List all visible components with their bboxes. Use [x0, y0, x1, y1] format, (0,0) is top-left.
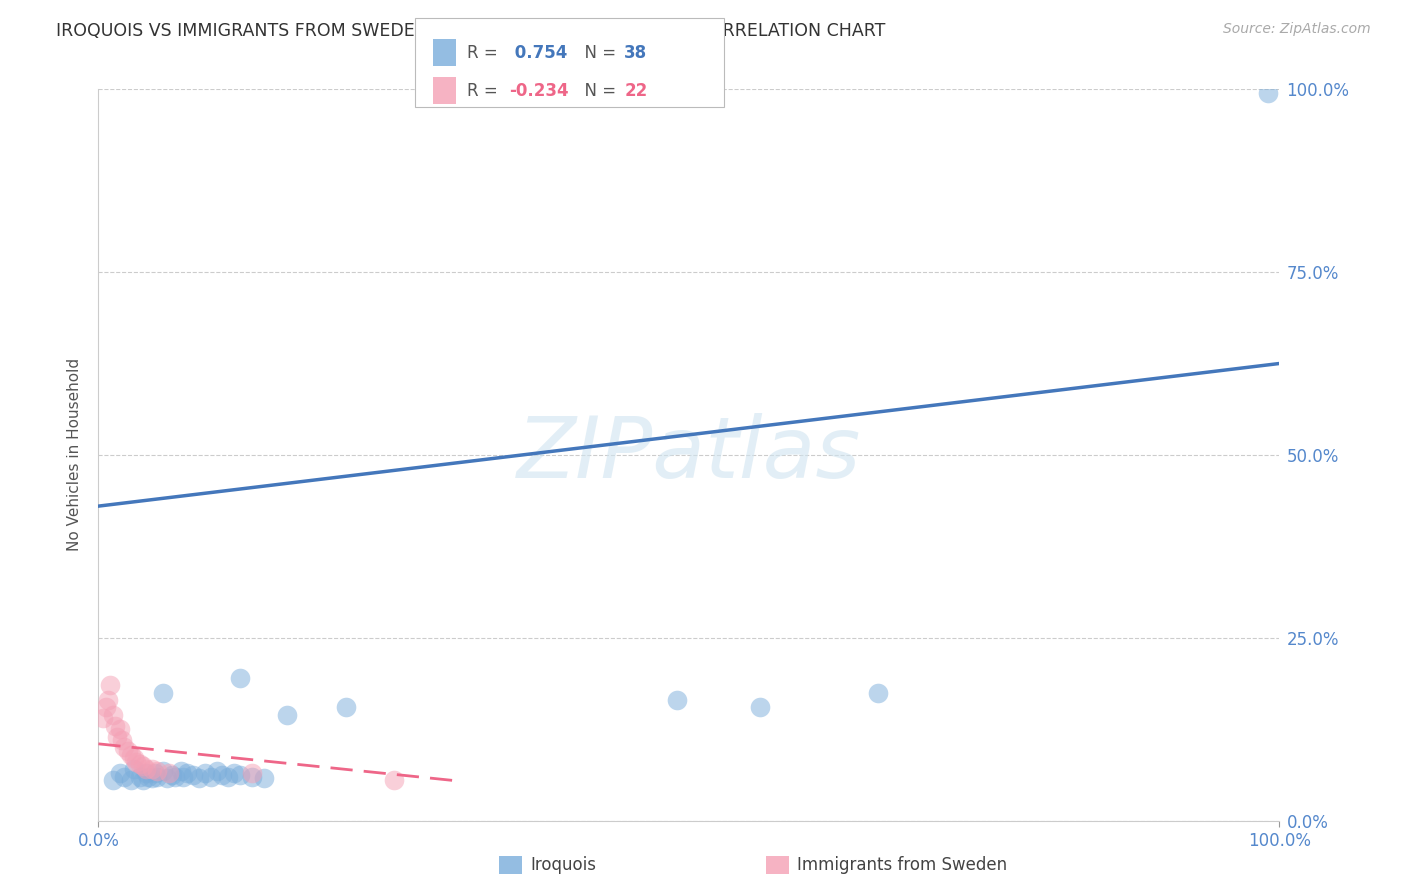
Point [108, 766, 131, 780]
Point [98, 678, 121, 692]
Point [132, 758, 155, 772]
Point [117, 744, 139, 758]
Point [187, 771, 209, 785]
Text: Immigrants from Sweden: Immigrants from Sweden [797, 856, 1007, 874]
Text: IROQUOIS VS IMMIGRANTS FROM SWEDEN NO VEHICLES IN HOUSEHOLD CORRELATION CHART: IROQUOIS VS IMMIGRANTS FROM SWEDEN NO VE… [56, 22, 886, 40]
Text: N =: N = [574, 81, 621, 100]
Text: R =: R = [467, 81, 503, 100]
Point [101, 773, 124, 788]
Point [666, 693, 689, 707]
Point [157, 766, 180, 780]
Point [111, 733, 134, 747]
Point [229, 768, 252, 782]
Point [105, 730, 128, 744]
Point [181, 768, 204, 782]
Point [108, 723, 131, 737]
Point [128, 756, 150, 771]
Text: Iroquois: Iroquois [530, 856, 596, 874]
Text: -0.234: -0.234 [509, 81, 568, 100]
Point [146, 770, 169, 784]
Point [122, 751, 145, 765]
Point [136, 770, 159, 784]
Point [146, 764, 169, 778]
Point [170, 764, 193, 778]
Text: Source: ZipAtlas.com: Source: ZipAtlas.com [1223, 22, 1371, 37]
Text: ZIPatlas: ZIPatlas [517, 413, 860, 497]
Point [211, 768, 233, 782]
Point [165, 770, 187, 784]
Point [141, 771, 163, 785]
Point [128, 770, 150, 784]
Text: 0.754: 0.754 [509, 44, 568, 62]
Point [112, 740, 135, 755]
Point [240, 766, 263, 780]
Point [135, 766, 157, 780]
Point [276, 707, 298, 722]
Point [200, 770, 222, 784]
Point [224, 766, 246, 780]
Point [382, 773, 405, 788]
Point [160, 768, 183, 782]
Point [125, 755, 148, 769]
Point [1257, 86, 1279, 100]
Point [748, 700, 770, 714]
Point [253, 771, 276, 785]
Point [112, 770, 135, 784]
Point [143, 766, 166, 780]
Point [335, 700, 357, 714]
Point [229, 671, 252, 685]
Point [176, 766, 198, 780]
Point [122, 763, 145, 777]
Point [94, 700, 117, 714]
Point [121, 773, 143, 788]
Point [121, 747, 143, 762]
Text: 22: 22 [624, 81, 648, 100]
Point [194, 766, 217, 780]
Point [104, 718, 127, 732]
Point [101, 707, 124, 722]
Point [217, 770, 239, 784]
Y-axis label: No Vehicles in Household: No Vehicles in Household [67, 359, 83, 551]
Point [91, 711, 114, 725]
Point [205, 764, 228, 778]
Point [156, 771, 179, 785]
Point [97, 693, 120, 707]
Point [152, 686, 174, 700]
Text: N =: N = [574, 44, 621, 62]
Text: 38: 38 [624, 44, 647, 62]
Point [152, 764, 174, 778]
Point [866, 686, 889, 700]
Point [141, 763, 163, 777]
Point [240, 770, 263, 784]
Point [172, 770, 194, 784]
Point [132, 773, 155, 788]
Text: R =: R = [467, 44, 503, 62]
Point [135, 763, 157, 777]
